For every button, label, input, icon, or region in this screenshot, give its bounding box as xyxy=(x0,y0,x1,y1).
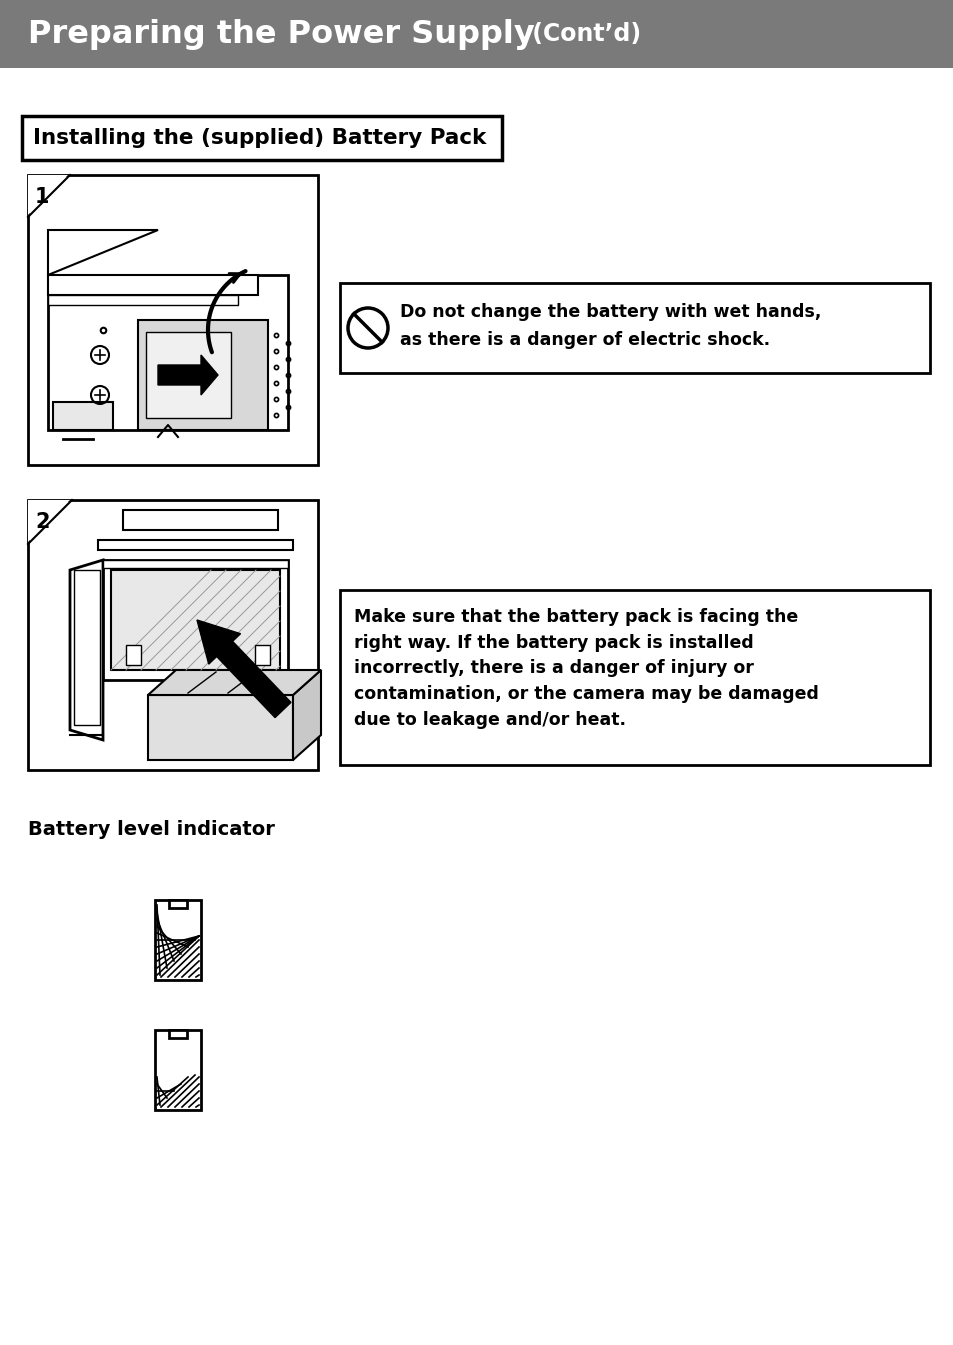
Bar xyxy=(48,295,237,305)
Bar xyxy=(169,1030,187,1038)
Polygon shape xyxy=(28,500,70,542)
Text: Do not change the battery with wet hands,: Do not change the battery with wet hands… xyxy=(399,303,821,321)
Text: as there is a danger of electric shock.: as there is a danger of electric shock. xyxy=(399,331,769,348)
Polygon shape xyxy=(293,670,320,760)
Bar xyxy=(126,646,141,664)
Bar xyxy=(154,1030,201,1110)
Polygon shape xyxy=(28,175,68,215)
Bar xyxy=(339,590,929,765)
Bar xyxy=(74,570,100,725)
Bar xyxy=(53,402,112,430)
Polygon shape xyxy=(148,670,320,695)
Bar xyxy=(339,282,929,373)
Polygon shape xyxy=(158,355,218,395)
Text: 2: 2 xyxy=(35,512,50,533)
Polygon shape xyxy=(48,230,158,274)
Bar xyxy=(154,900,201,981)
Text: Battery level indicator: Battery level indicator xyxy=(28,820,274,839)
Polygon shape xyxy=(196,620,291,718)
Bar xyxy=(48,274,257,295)
Bar xyxy=(148,695,293,760)
Text: Make sure that the battery pack is facing the
right way. If the battery pack is : Make sure that the battery pack is facin… xyxy=(354,608,818,729)
Bar xyxy=(0,0,953,69)
Bar xyxy=(103,560,288,568)
Bar xyxy=(22,116,501,160)
Bar xyxy=(254,646,270,664)
Text: 1: 1 xyxy=(35,187,50,207)
Bar xyxy=(103,560,288,681)
Bar xyxy=(111,570,280,670)
Bar xyxy=(28,175,317,465)
Bar xyxy=(48,274,288,430)
Bar xyxy=(169,900,187,908)
Bar xyxy=(28,500,317,769)
Bar xyxy=(123,510,277,530)
Polygon shape xyxy=(70,560,103,740)
Text: Installing the (supplied) Battery Pack: Installing the (supplied) Battery Pack xyxy=(33,128,486,148)
Bar xyxy=(98,539,293,550)
Bar xyxy=(146,332,231,418)
Text: (Cont’d): (Cont’d) xyxy=(523,22,640,46)
Bar xyxy=(138,320,268,430)
Text: Preparing the Power Supply: Preparing the Power Supply xyxy=(28,19,535,50)
